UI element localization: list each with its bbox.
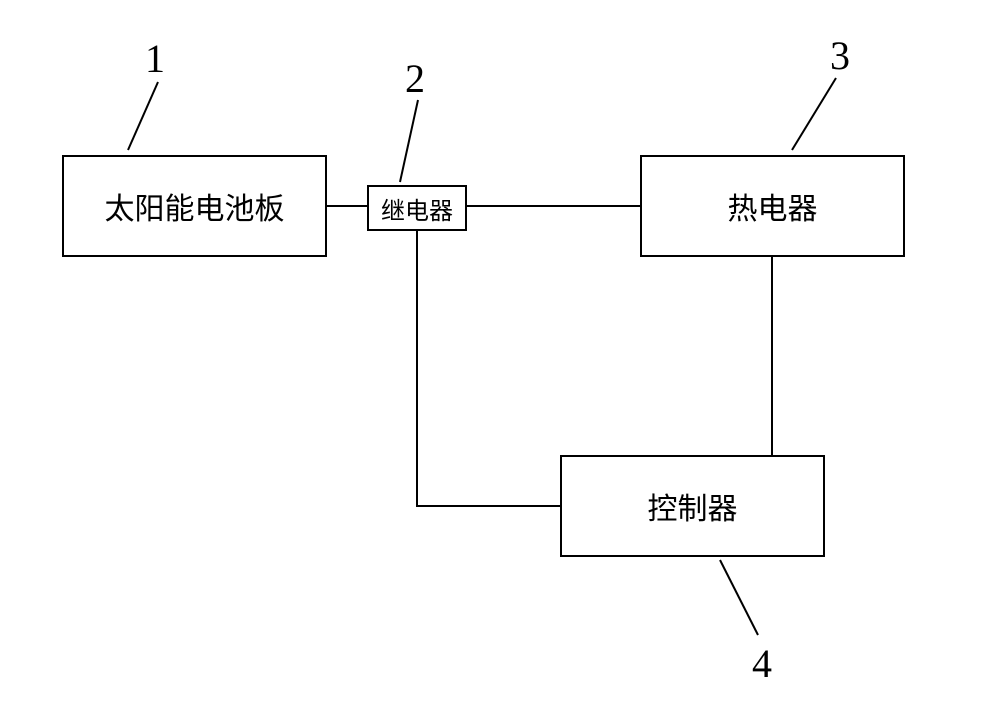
callout-number-3: 3 (830, 32, 850, 79)
solar-panel-box: 太阳能电池板 (62, 155, 327, 257)
callout-line-1 (128, 82, 158, 150)
callout-line-4 (720, 560, 758, 635)
thermo-device-label: 热电器 (728, 184, 818, 228)
callout-number-2: 2 (405, 55, 425, 102)
thermo-device-box: 热电器 (640, 155, 905, 257)
relay-box: 继电器 (367, 185, 467, 231)
controller-box: 控制器 (560, 455, 825, 557)
callout-line-2 (400, 100, 418, 182)
callout-line-3 (792, 78, 836, 150)
callout-number-4: 4 (752, 640, 772, 687)
edge-relay-controller (417, 231, 560, 506)
controller-label: 控制器 (648, 484, 738, 528)
solar-panel-label: 太阳能电池板 (105, 184, 285, 228)
callout-number-1: 1 (145, 35, 165, 82)
connections-overlay (0, 0, 1000, 723)
relay-label: 继电器 (381, 191, 453, 226)
